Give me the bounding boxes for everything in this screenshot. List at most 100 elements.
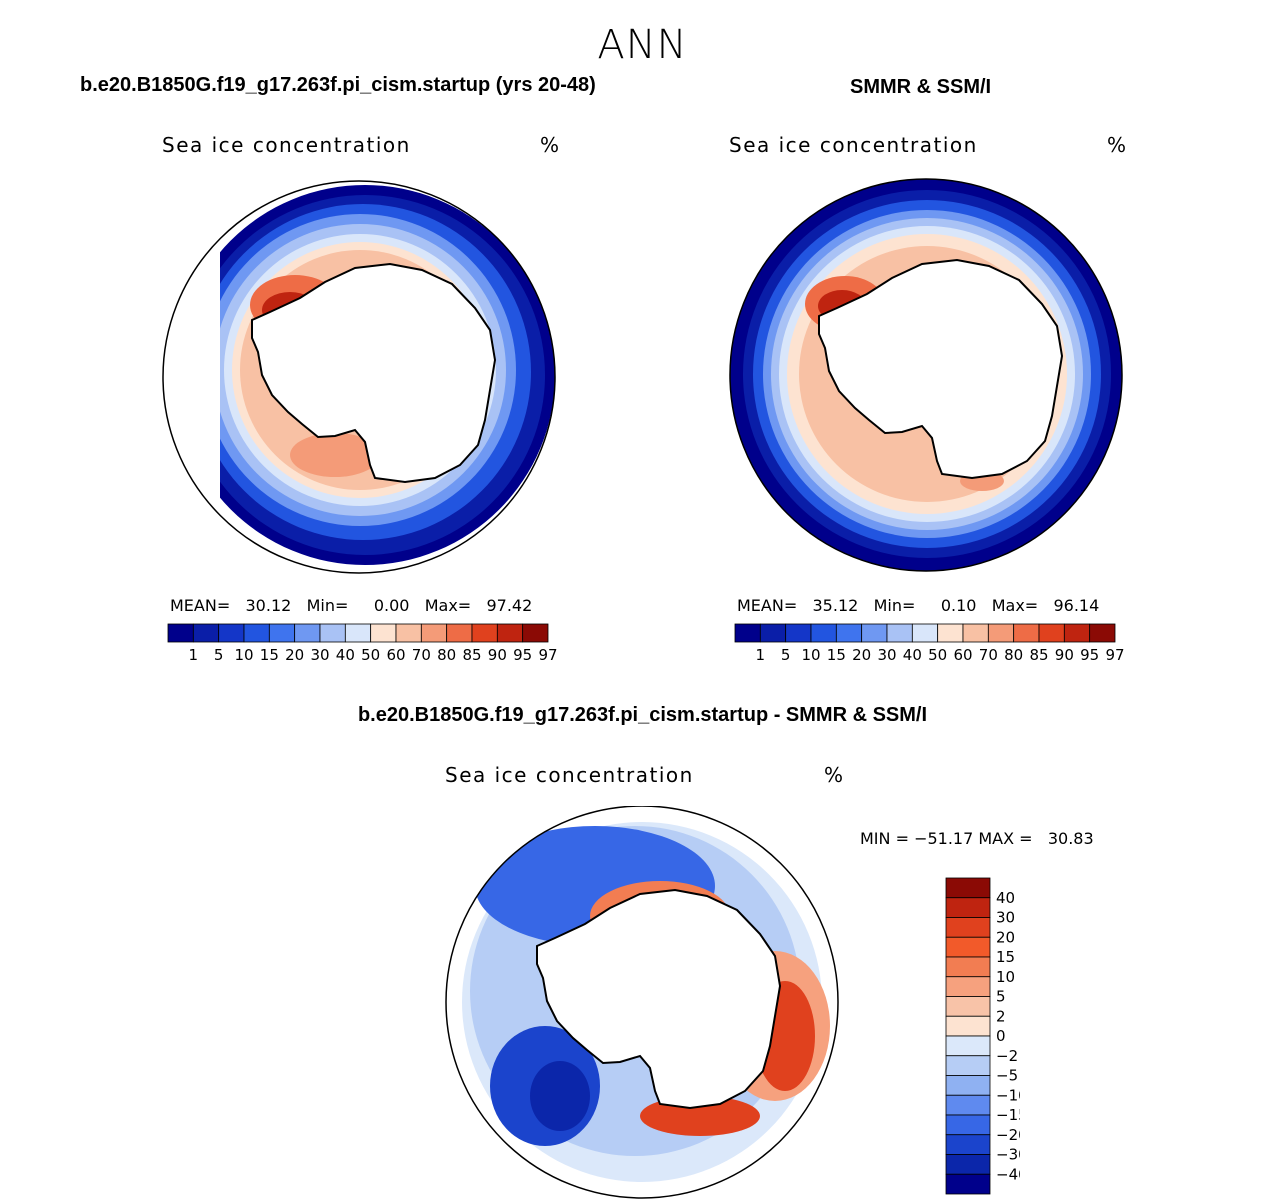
panel-2-colorbar-cell: [1038, 623, 1065, 643]
diff-colorbar-cell: [945, 1114, 991, 1136]
panel-1-min-label: Min=: [306, 596, 349, 615]
panel-2-colorbar-cell: [734, 623, 761, 643]
panel-1-units-label: %: [540, 133, 561, 157]
panel-2-colorbar-cell: [1089, 623, 1116, 643]
panel-1-min-value: 0.00: [373, 596, 410, 615]
panel-2-colorbar-cell: [785, 623, 812, 643]
diff-colorbar-tick-label: 10: [996, 968, 1015, 986]
diff-colorbar-tick-label: −15: [996, 1106, 1020, 1124]
panel-1-mean-label: MEAN=: [170, 596, 231, 615]
panel-2-colorbar-tick-label: 90: [1055, 646, 1074, 664]
panel-2-colorbar-cell: [810, 623, 837, 643]
panel-2-stats: MEAN= 35.12 Min= 0.10 Max= 96.14: [737, 596, 1099, 615]
panel-2-colorbar-cell: [861, 623, 888, 643]
diff-case-title: b.e20.B1850G.f19_g17.263f.pi_cism.startu…: [357, 704, 928, 726]
panel-1-colorbar-tick-label: 80: [437, 646, 456, 664]
panel-1-colorbar-tick-label: 95: [513, 646, 532, 664]
diff-colorbar-cell: [945, 996, 991, 1017]
diff-colorbar-tick-label: 40: [996, 889, 1015, 907]
panel-2-max-value: 96.14: [1053, 596, 1100, 615]
panel-2-colorbar-tick-label: 20: [852, 646, 871, 664]
panel-2-colorbar-cell: [937, 623, 964, 643]
diff-colorbar-cell: [945, 1075, 991, 1096]
panel-1-colorbar-cell: [395, 623, 422, 643]
panel-1-colorbar-cell: [268, 623, 296, 643]
panel-1-colorbar-cell: [243, 623, 270, 643]
diff-colorbar-tick-label: 30: [996, 909, 1015, 927]
panel-2-min-value: 0.10: [940, 596, 977, 615]
panel-1-colorbar-tick-label: 1: [189, 646, 199, 664]
panel-2-colorbar-tick-label: 95: [1080, 646, 1099, 664]
diff-map: [445, 806, 839, 1199]
panel-1-colorbar-tick-label: 15: [260, 646, 279, 664]
panel-1-colorbar-tick-label: 90: [488, 646, 507, 664]
diff-colorbar-tick-label: 15: [996, 948, 1015, 966]
panel-1-colorbar-cell: [167, 623, 194, 643]
panel-2-colorbar-cell: [1013, 623, 1040, 643]
panel-1-case-title: b.e20.B1850G.f19_g17.263f.pi_cism.startu…: [80, 74, 596, 96]
main-title: ANN: [597, 22, 688, 68]
panel-1-colorbar-tick-label: 20: [285, 646, 304, 664]
panel-2-min-label: Min=: [873, 596, 916, 615]
panel-2-colorbar-tick-label: 70: [979, 646, 998, 664]
panel-2-colorbar-cell: [1063, 623, 1091, 643]
panel-2-variable-label: Sea ice concentration: [729, 133, 978, 157]
panel-2-colorbar-tick-label: 40: [903, 646, 922, 664]
diff-colorbar-tick-label: 0: [996, 1027, 1006, 1045]
panel-2-mean-value: 35.12: [812, 596, 859, 615]
panel-1-map: [162, 180, 556, 574]
diff-colorbar-cell: [945, 1035, 991, 1057]
diff-colorbar-cell: [945, 956, 991, 978]
panel-2-colorbar-cell: [987, 623, 1015, 643]
diff-colorbar-cell: [945, 1015, 991, 1037]
diff-colorbar-tick-label: −5: [996, 1067, 1018, 1085]
panel-2-colorbar-cell: [835, 623, 863, 643]
panel-1-colorbar-tick-label: 50: [361, 646, 380, 664]
diff-colorbar-cell: [945, 897, 991, 918]
panel-1-colorbar-tick-label: 30: [310, 646, 329, 664]
panel-2-colorbar-tick-label: 97: [1105, 646, 1124, 664]
diff-colorbar-tick-label: 5: [996, 988, 1006, 1006]
diff-colorbar-cell: [945, 1173, 991, 1195]
diff-colorbar-cell: [945, 1055, 991, 1076]
panel-1-colorbar-cell: [420, 623, 448, 643]
diff-colorbar-cell: [945, 1154, 991, 1175]
panel-1-colorbar-tick-label: 97: [538, 646, 557, 664]
panel-1-colorbar-cell: [319, 623, 346, 643]
panel-1-mean-value: 30.12: [245, 596, 292, 615]
panel-2-colorbar-cell: [886, 623, 913, 643]
panel-2-colorbar-tick-label: 1: [756, 646, 766, 664]
panel-2-colorbar-tick-label: 60: [953, 646, 972, 664]
diff-colorbar-tick-label: 2: [996, 1007, 1006, 1025]
panel-1-colorbar-cell: [370, 623, 397, 643]
diff-colorbar-cell: [945, 1094, 991, 1116]
panel-2-case-title: SMMR & SSM/I: [850, 76, 992, 98]
panel-1-colorbar-cell: [496, 623, 524, 643]
panel-1-colorbar-cell: [218, 623, 245, 643]
panel-1-colorbar-tick-label: 60: [386, 646, 405, 664]
panel-2-colorbar-tick-label: 85: [1029, 646, 1048, 664]
panel-2-colorbar-tick-label: 10: [801, 646, 820, 664]
panel-1-colorbar-tick-label: 70: [412, 646, 431, 664]
panel-1-max-label: Max=: [424, 596, 472, 615]
panel-1-colorbar-cell: [522, 623, 549, 643]
panel-2-colorbar-cell: [911, 623, 939, 643]
panel-2-colorbar-cell: [962, 623, 989, 643]
diff-colorbar-cell: [945, 1134, 991, 1155]
diff-colorbar-tick-label: −20: [996, 1126, 1020, 1144]
diff-variable-label: Sea ice concentration: [445, 763, 694, 787]
diff-colorbar-tick-label: −2: [996, 1047, 1018, 1065]
panel-2-colorbar-tick-label: 15: [827, 646, 846, 664]
panel-1-colorbar-cell: [192, 623, 220, 643]
diff-units-label: %: [824, 763, 845, 787]
panel-2-colorbar-tick-label: 80: [1004, 646, 1023, 664]
diff-colorbar-cell: [945, 936, 991, 958]
panel-1-colorbar-cell: [294, 623, 321, 643]
panel-2-map: [729, 178, 1123, 572]
diff-minmax: MIN = −51.17 MAX = 30.83: [860, 829, 1094, 848]
diff-colorbar-cell: [945, 976, 991, 997]
panel-1-stats: MEAN= 30.12 Min= 0.00 Max= 97.42: [170, 596, 532, 615]
panel-2-colorbar-cell: [759, 623, 787, 643]
panel-2-colorbar: 1 5 10 15 20 30 40 50 60 70 80 85 90 95 97: [734, 623, 1125, 664]
panel-2-colorbar-tick-label: 50: [928, 646, 947, 664]
